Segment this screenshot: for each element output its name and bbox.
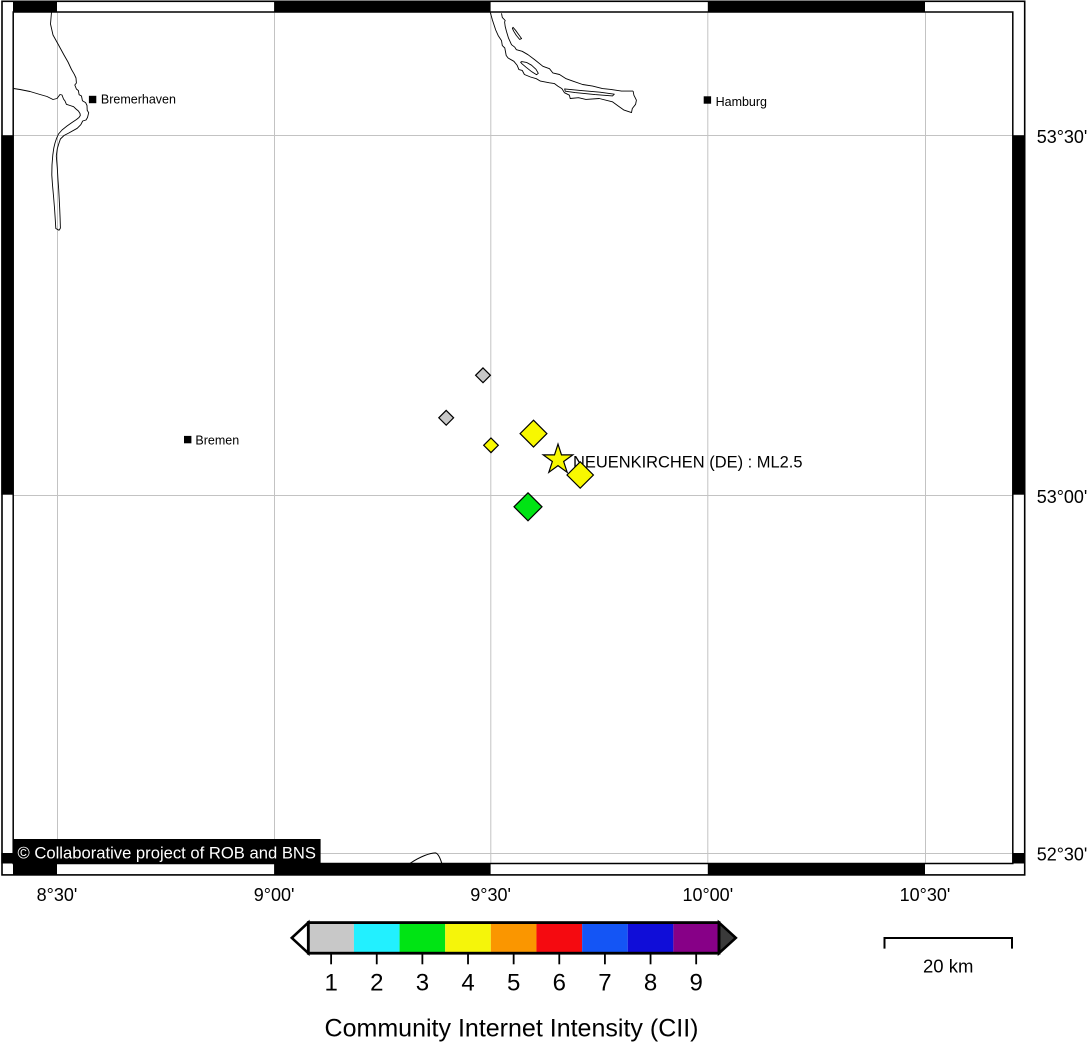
svg-text:2: 2 — [370, 970, 383, 997]
svg-text:9°00': 9°00' — [254, 885, 295, 905]
svg-text:20 km: 20 km — [923, 956, 973, 977]
svg-text:1: 1 — [324, 970, 337, 997]
svg-text:© Collaborative project of ROB: © Collaborative project of ROB and BNS — [18, 844, 317, 862]
svg-text:9: 9 — [690, 970, 703, 997]
svg-text:9°30': 9°30' — [470, 885, 511, 905]
svg-text:5: 5 — [507, 970, 520, 997]
svg-text:10°30': 10°30' — [900, 885, 951, 905]
svg-text:10°00': 10°00' — [682, 885, 733, 905]
svg-text:53°00': 53°00' — [1037, 487, 1088, 507]
svg-text:6: 6 — [553, 970, 566, 997]
svg-text:3: 3 — [416, 970, 429, 997]
svg-text:8°30': 8°30' — [37, 885, 78, 905]
svg-text:Community Internet Intensity (: Community Internet Intensity (CII) — [325, 1015, 699, 1043]
svg-text:NEUENKIRCHEN (DE) : ML2.5: NEUENKIRCHEN (DE) : ML2.5 — [573, 453, 803, 471]
svg-text:8: 8 — [644, 970, 657, 997]
svg-text:Bremerhaven: Bremerhaven — [101, 93, 176, 107]
svg-text:7: 7 — [598, 970, 611, 997]
svg-text:52°30': 52°30' — [1037, 845, 1088, 865]
svg-text:4: 4 — [461, 970, 474, 997]
svg-text:Hamburg: Hamburg — [716, 95, 767, 109]
svg-text:Bremen: Bremen — [195, 433, 239, 447]
svg-text:53°30': 53°30' — [1037, 127, 1088, 147]
